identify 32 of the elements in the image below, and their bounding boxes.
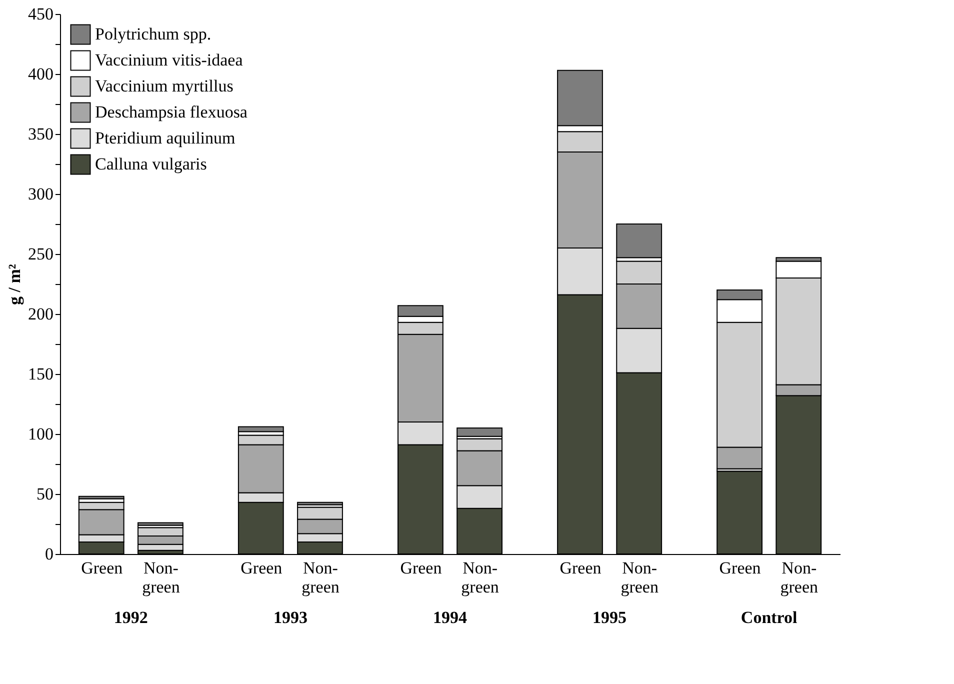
x-tick-label: Green	[719, 558, 762, 578]
y-axis-title: g / m²	[5, 264, 24, 305]
text: 1994	[433, 608, 468, 627]
y-tick-label: 350	[28, 124, 54, 144]
y-tick-label: 50	[36, 484, 54, 504]
legend-label: Calluna vulgaris	[95, 154, 207, 174]
x-tick-label: Green	[240, 558, 283, 578]
x-tick-label: Non-green	[142, 558, 180, 596]
y-tick-label: 450	[28, 4, 54, 24]
text: 1992	[114, 608, 148, 627]
y-tick-label: 400	[28, 64, 54, 84]
legend-label: Vaccinium vitis-idaea	[95, 50, 244, 70]
x-tick-label: Non-green	[302, 558, 340, 596]
x-tick-label: Non-green	[780, 558, 819, 596]
text: 1993	[273, 608, 308, 627]
x-tick-label: Non-green	[620, 558, 659, 596]
text: Control	[740, 608, 798, 627]
legend-label: Deschampsia flexuosa	[95, 102, 248, 122]
legend-label: Vaccinium myrtillus	[95, 76, 234, 96]
y-tick-label: 200	[28, 304, 54, 324]
y-tick-label: 100	[28, 424, 54, 444]
y-tick-label: 0	[45, 544, 54, 564]
x-tick-label: Non-green	[461, 558, 500, 596]
y-tick-label: 300	[28, 184, 54, 204]
legend-label: Polytrichum spp.	[95, 24, 212, 44]
y-tick-label: 150	[28, 364, 54, 384]
y-tick-label: 250	[28, 244, 54, 264]
legend-label: Pteridium aquilinum	[95, 128, 236, 148]
x-tick-label: Green	[400, 558, 442, 578]
text: 1995	[592, 608, 627, 627]
x-tick-label: Green	[81, 558, 124, 578]
x-tick-label: Green	[560, 558, 602, 578]
